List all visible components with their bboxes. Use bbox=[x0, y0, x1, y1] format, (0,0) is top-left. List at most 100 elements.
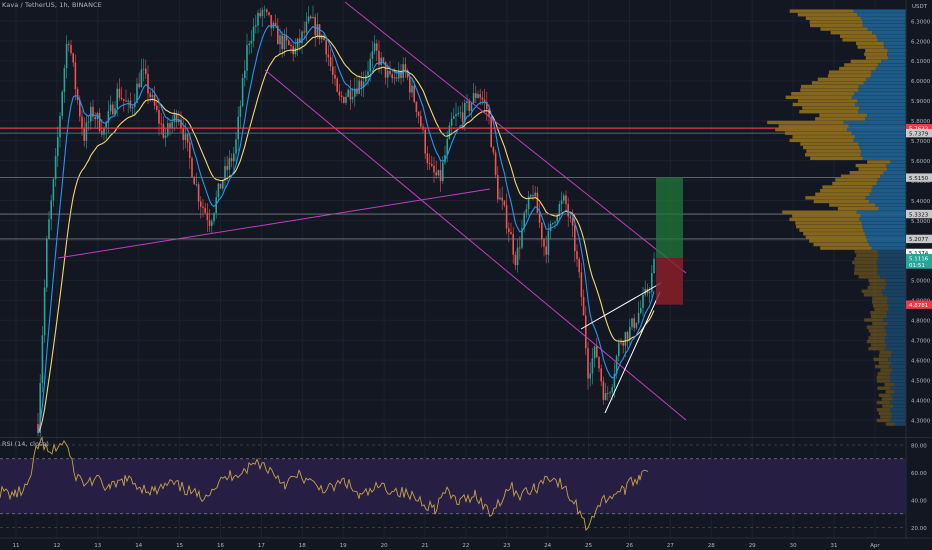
candle-body bbox=[622, 342, 624, 346]
vp-bar-down bbox=[799, 109, 858, 114]
candle-body bbox=[52, 179, 55, 201]
candle-body bbox=[578, 259, 580, 273]
vp-bar-down bbox=[856, 41, 884, 46]
candle-body bbox=[536, 192, 539, 213]
candle-body bbox=[442, 162, 444, 182]
ema-fast-line bbox=[37, 24, 655, 434]
vp-bar-up bbox=[854, 92, 906, 96]
vp-bar-up bbox=[865, 235, 906, 240]
candle-body bbox=[164, 135, 167, 138]
vp-bar-down bbox=[820, 188, 872, 193]
candle-body bbox=[602, 381, 605, 400]
candle-body bbox=[125, 100, 127, 102]
candle-body bbox=[543, 239, 545, 247]
vp-bar-up bbox=[887, 303, 906, 308]
candle-body bbox=[79, 99, 81, 117]
vp-bar-down bbox=[873, 357, 889, 362]
candle-body bbox=[200, 201, 202, 207]
vp-bar-up bbox=[883, 41, 906, 46]
candle-body bbox=[631, 318, 633, 328]
vp-bar-up bbox=[870, 74, 906, 78]
channel-upper-line bbox=[344, 1, 687, 274]
vp-bar-down bbox=[854, 271, 878, 275]
vp-bar-down bbox=[878, 393, 892, 398]
candle-body bbox=[589, 373, 591, 379]
vp-bar-up bbox=[871, 70, 906, 74]
candle-body bbox=[611, 387, 613, 393]
vp-bar-up bbox=[853, 9, 906, 13]
vp-bar-down bbox=[803, 232, 865, 236]
candle-body bbox=[653, 258, 655, 274]
horizontal-levels bbox=[0, 127, 906, 240]
vp-bar-down bbox=[866, 325, 885, 329]
vp-bar-down bbox=[849, 171, 884, 175]
time-tick-label: 16 bbox=[217, 543, 224, 549]
vp-bar-up bbox=[887, 300, 906, 304]
candle-body bbox=[382, 57, 385, 62]
vp-bar-up bbox=[863, 81, 906, 85]
price-tag-label: 5.2077 bbox=[909, 237, 929, 243]
candle-body bbox=[92, 106, 94, 117]
vp-bar-down bbox=[829, 203, 876, 207]
candle-body bbox=[534, 192, 536, 197]
candle-body bbox=[547, 231, 550, 255]
candle-body bbox=[464, 103, 466, 122]
vp-bar-down bbox=[868, 346, 886, 351]
vp-bar-down bbox=[871, 300, 888, 304]
candle-body bbox=[285, 35, 288, 41]
vp-bar-down bbox=[791, 92, 855, 96]
price-axis-bg bbox=[906, 0, 932, 550]
price-tag-label: 01:51 bbox=[909, 263, 925, 269]
vp-bar-up bbox=[861, 221, 906, 225]
vp-bar-down bbox=[842, 38, 878, 42]
vp-bar-up bbox=[887, 321, 906, 326]
candle-body bbox=[98, 112, 101, 131]
candle-body bbox=[332, 66, 334, 75]
candle-body bbox=[226, 166, 228, 170]
price-tag-label: 5.5150 bbox=[909, 176, 929, 182]
vp-bar-up bbox=[872, 30, 906, 35]
candle-body bbox=[327, 54, 330, 58]
vp-bar-down bbox=[782, 210, 857, 214]
candle-body bbox=[391, 74, 393, 79]
candle-body bbox=[257, 12, 259, 26]
price-unit-label: USDT bbox=[912, 4, 928, 10]
vp-bar-up bbox=[890, 411, 906, 416]
vp-bar-up bbox=[885, 329, 906, 333]
rsi-tick-label: 60.00 bbox=[911, 471, 927, 477]
candle-body bbox=[494, 152, 497, 176]
vp-bar-down bbox=[854, 267, 878, 272]
price-tick-label: 4.7000 bbox=[911, 339, 931, 345]
candle-body bbox=[307, 16, 310, 22]
candle-body bbox=[424, 129, 426, 154]
vp-bar-up bbox=[867, 239, 906, 243]
vp-bar-down bbox=[827, 74, 871, 78]
candle-body bbox=[525, 208, 528, 213]
candle-body bbox=[428, 163, 431, 165]
price-tick-label: 6.0000 bbox=[911, 79, 931, 85]
vp-bar-up bbox=[854, 102, 906, 107]
rsi-line bbox=[0, 435, 649, 532]
vp-bar-down bbox=[863, 293, 883, 297]
candle-body bbox=[244, 70, 246, 78]
vp-bar-up bbox=[889, 408, 906, 412]
price-tick-label: 5.3000 bbox=[911, 219, 931, 225]
vp-bar-up bbox=[860, 214, 906, 218]
vp-bar-up bbox=[887, 56, 906, 60]
time-tick-label: 17 bbox=[258, 543, 265, 549]
candle-body bbox=[400, 71, 402, 78]
candle-body bbox=[349, 89, 352, 100]
vp-bar-up bbox=[883, 318, 906, 322]
grid bbox=[0, 0, 906, 538]
price-tick-label: 4.3000 bbox=[911, 418, 931, 424]
vp-bar-up bbox=[867, 113, 906, 117]
vp-bar-down bbox=[809, 20, 863, 24]
vp-bar-down bbox=[854, 257, 878, 261]
vp-bar-up bbox=[892, 404, 906, 408]
candle-body bbox=[156, 105, 158, 111]
vp-bar-down bbox=[820, 27, 868, 31]
vp-bar-up bbox=[862, 224, 906, 229]
vp-bar-up bbox=[887, 52, 906, 56]
candle-body bbox=[512, 234, 514, 255]
